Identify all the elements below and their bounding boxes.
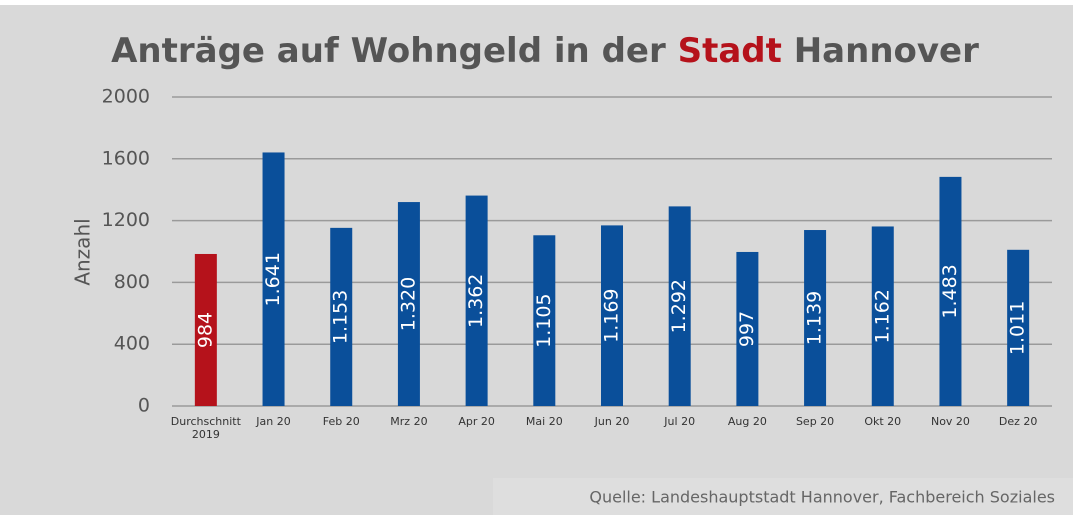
value-label: 1.011 — [1007, 301, 1029, 355]
x-tick-label: Mrz 20 — [390, 415, 427, 428]
y-axis-label: Anzahl — [71, 218, 95, 285]
value-label: 1.162 — [871, 289, 893, 343]
bar — [1007, 249, 1030, 406]
x-tick-label: Okt 20 — [864, 415, 901, 428]
x-tick-label: Durchschnitt 2019 — [171, 415, 242, 441]
y-tick-label: 800 — [114, 271, 150, 293]
bar — [397, 202, 420, 406]
value-label: 1.105 — [533, 293, 555, 347]
value-label: 1.362 — [465, 274, 487, 328]
y-tick-label: 0 — [138, 395, 150, 417]
bar — [668, 206, 691, 406]
value-label: 1.483 — [939, 264, 961, 318]
bar — [601, 225, 623, 406]
x-tick-label: Feb 20 — [323, 415, 360, 428]
bar — [330, 227, 353, 406]
value-label: 1.169 — [601, 288, 623, 342]
value-label: 997 — [736, 311, 758, 347]
value-label: 1.641 — [262, 252, 284, 306]
x-tick-label: Aug 20 — [728, 415, 767, 428]
y-tick-label: 400 — [114, 333, 150, 355]
bar — [465, 195, 488, 406]
top-strip — [0, 0, 1073, 5]
x-tick-label: Jun 20 — [594, 415, 630, 428]
value-label: 984 — [194, 312, 216, 348]
bar — [194, 253, 217, 406]
bar — [736, 251, 759, 406]
x-tick-label: Jul 20 — [663, 415, 695, 428]
bar — [804, 230, 827, 406]
bar — [939, 176, 962, 406]
title-part: Anträge auf Wohngeld in der — [111, 31, 666, 71]
y-tick-label: 1200 — [102, 209, 150, 231]
bar — [871, 226, 894, 406]
y-tick-label: 2000 — [102, 86, 150, 108]
x-tick-label: Apr 20 — [458, 415, 495, 428]
value-label: 1.153 — [330, 290, 352, 344]
chart-title: Anträge auf Wohngeld in der Stadt Hannov… — [111, 31, 979, 71]
title-part: Stadt — [678, 31, 782, 71]
source-box — [493, 478, 1073, 515]
x-tick-label: Dez 20 — [999, 415, 1038, 428]
x-tick-label: Mai 20 — [526, 415, 563, 428]
x-tick-label: Nov 20 — [931, 415, 970, 428]
value-label: 1.292 — [668, 279, 690, 333]
x-tick-label: Jan 20 — [255, 415, 290, 428]
x-tick-label: Sep 20 — [796, 415, 834, 428]
source: Quelle: Landeshauptstadt Hannover, Fachb… — [589, 488, 1055, 507]
value-label: 1.320 — [397, 277, 419, 331]
title-part: Hannover — [794, 31, 979, 71]
value-label: 1.139 — [804, 291, 826, 345]
y-tick-label: 1600 — [102, 147, 150, 169]
bar — [262, 152, 285, 406]
bar — [533, 235, 556, 406]
